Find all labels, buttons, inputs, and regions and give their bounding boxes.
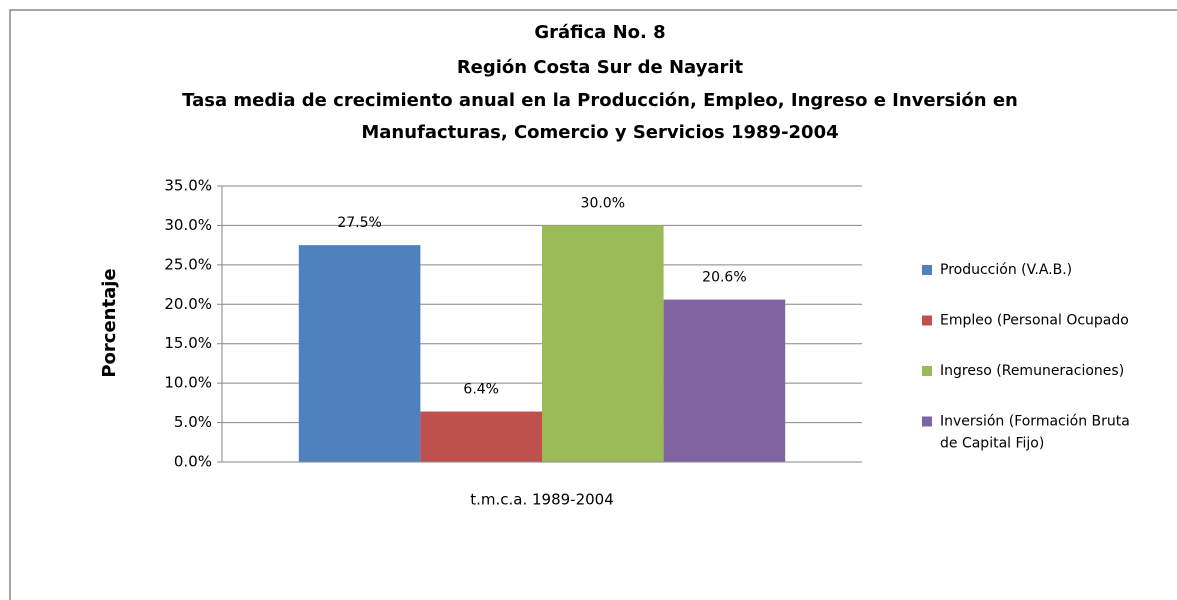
bar xyxy=(542,225,664,462)
y-tick-label: 15.0% xyxy=(164,334,212,352)
chart-title: Región Costa Sur de Nayarit xyxy=(457,57,744,78)
legend-swatch xyxy=(922,315,932,326)
legend-label: Inversión (Formación Bruta de Capital Fij… xyxy=(940,414,1130,452)
chart-title: Gráfica No. 8 xyxy=(534,22,665,43)
y-tick-label: 25.0% xyxy=(164,255,212,273)
y-axis-title: Porcentaje xyxy=(99,268,120,377)
chart-title: Manufacturas, Comercio y Servicios 1989-… xyxy=(361,122,838,143)
bar xyxy=(298,245,421,462)
data-label: 30.0% xyxy=(581,195,625,211)
legend-label: Producción (V.A.B.) xyxy=(940,262,1072,278)
y-tick-label: 5.0% xyxy=(174,413,212,431)
data-label: 27.5% xyxy=(337,215,381,231)
legend-swatch xyxy=(922,366,932,376)
bar xyxy=(663,299,786,462)
y-tick-label: 35.0% xyxy=(164,177,212,195)
y-tick-label: 0.0% xyxy=(174,453,212,471)
chart-title: Tasa media de crecimiento anual en la Pr… xyxy=(182,90,1018,111)
data-label: 6.4% xyxy=(463,382,499,398)
y-tick-label: 20.0% xyxy=(164,295,212,313)
legend-label: Empleo (Personal Ocupado xyxy=(940,313,1129,329)
legend-swatch xyxy=(922,265,932,275)
legend-label: Ingreso (Remuneraciones) xyxy=(940,363,1124,379)
data-label: 20.6% xyxy=(702,270,746,286)
y-tick-label: 30.0% xyxy=(164,216,212,234)
y-tick-label: 10.0% xyxy=(164,374,212,392)
bar xyxy=(420,411,542,462)
legend-swatch xyxy=(922,416,932,427)
x-tick-label: t.m.c.a. 1989-2004 xyxy=(470,491,614,509)
